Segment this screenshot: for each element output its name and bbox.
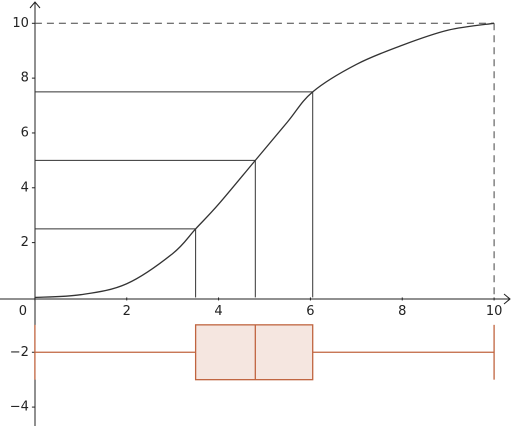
x-axis-arrow: [503, 293, 511, 305]
y-tick-label: 2: [21, 235, 29, 250]
x-tick-label: 10: [486, 304, 503, 319]
cumulative-curve: [34, 22, 495, 299]
x-tick-label: 8: [398, 304, 406, 319]
y-tick-label: 4: [21, 180, 29, 195]
x-tick-label: 2: [123, 304, 131, 319]
y-tick-label: 10: [12, 16, 29, 31]
box: [194, 324, 314, 381]
y-tick-label: 8: [21, 71, 29, 86]
y-axis-arrow: [29, 1, 41, 9]
x-tick-label: 0: [19, 304, 27, 319]
x-tick-label: 6: [306, 304, 314, 319]
x-tick-label: 4: [214, 304, 222, 319]
y-tick-label: 6: [21, 125, 29, 140]
y-tick-label: −4: [10, 400, 29, 415]
y-tick-label: −2: [10, 345, 29, 360]
